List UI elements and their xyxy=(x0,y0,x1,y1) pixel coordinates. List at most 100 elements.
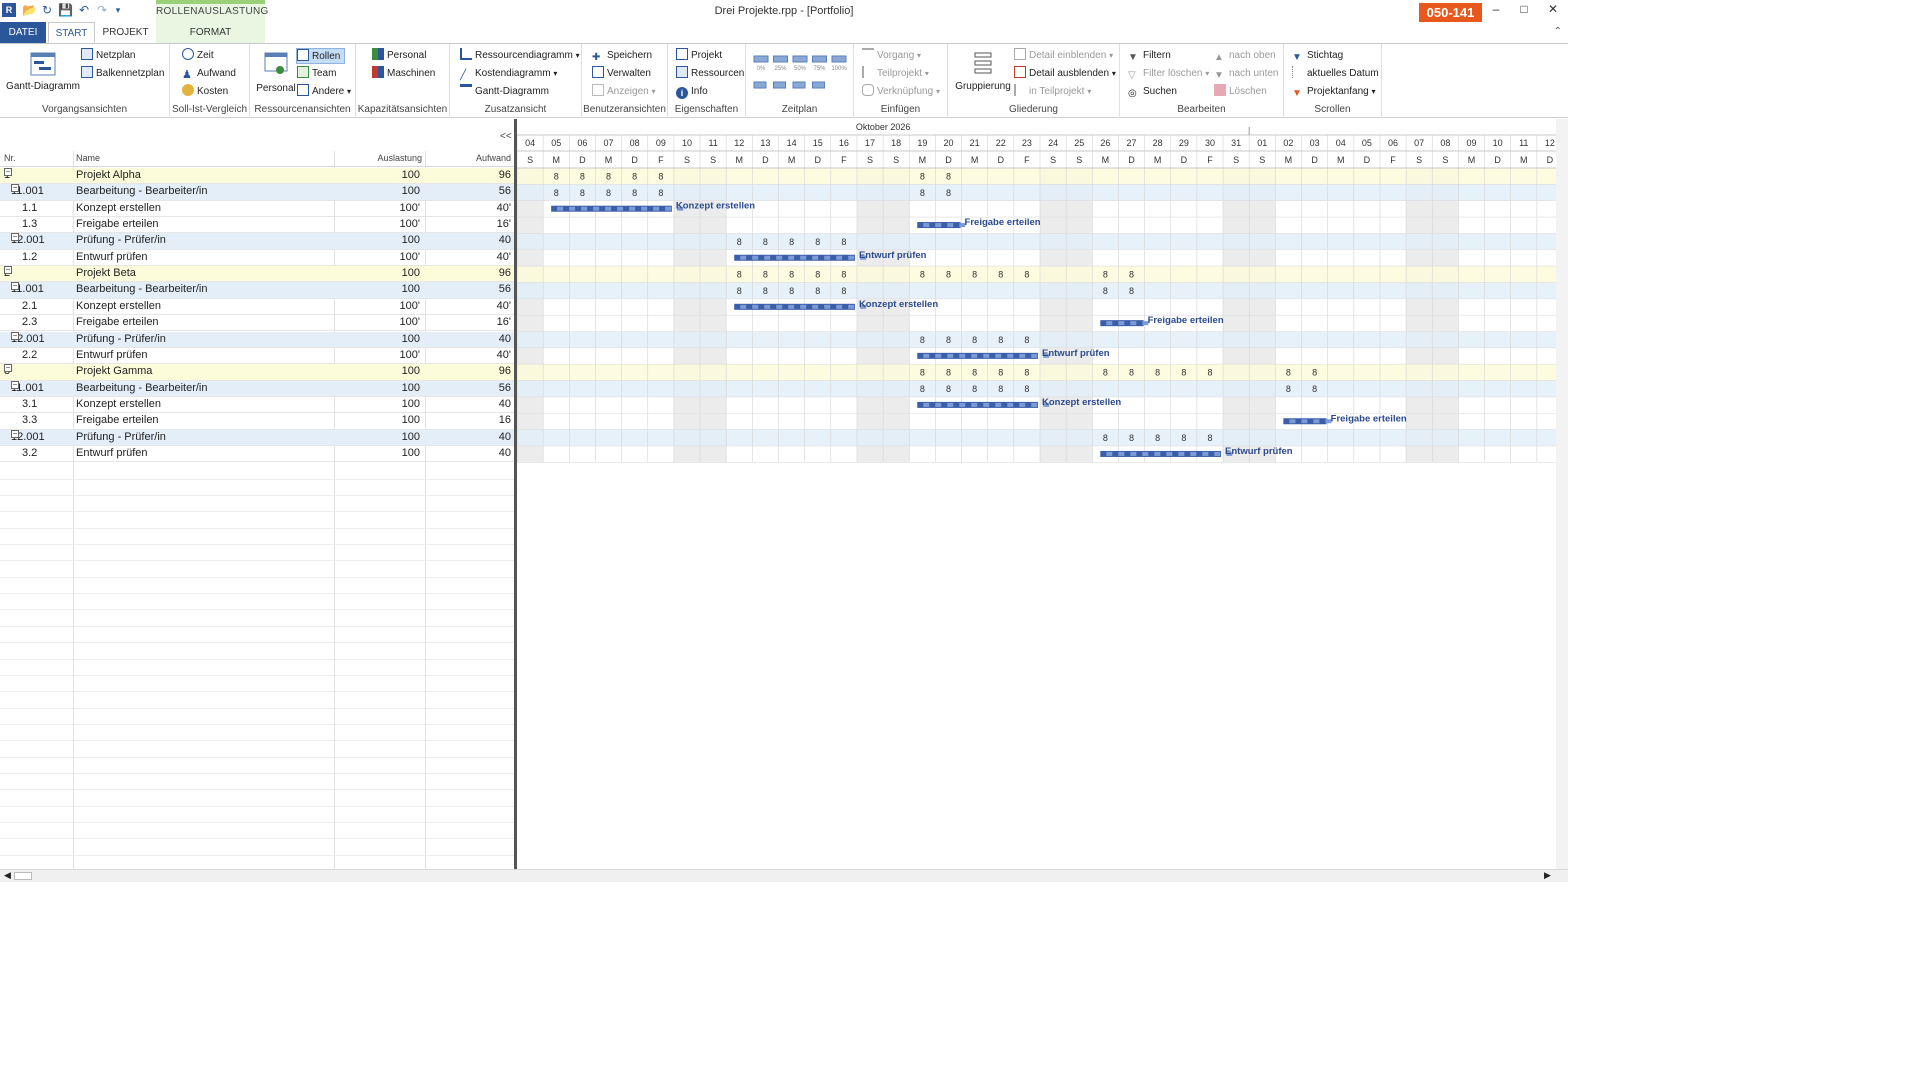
role-row[interactable]: −11.001 Bearbeitung - Bearbeiter/in 100 56 xyxy=(0,183,515,201)
task-bar[interactable]: Freigabe erteilen xyxy=(1100,315,1224,327)
progress-3-icon[interactable] xyxy=(812,55,827,63)
schedule-tool-icon[interactable] xyxy=(812,81,825,89)
personal-view-button[interactable]: Personal xyxy=(255,50,297,94)
task-bar[interactable]: Konzept erstellen xyxy=(917,397,1121,408)
task-row[interactable]: 3.3 Freigabe erteilen 100 16 xyxy=(0,413,515,430)
task-bar[interactable]: Konzept erstellen xyxy=(551,201,755,212)
project-row[interactable]: −1 Projekt Alpha 100 96 xyxy=(0,168,515,185)
loeschen-button[interactable]: Löschen xyxy=(1214,84,1267,100)
collapse-toggle-icon[interactable]: − xyxy=(11,281,19,291)
detail-ausblenden-dropdown[interactable]: Detail ausblenden ▾ xyxy=(1014,66,1116,82)
collapse-toggle-icon[interactable]: − xyxy=(11,232,19,242)
schedule-tool-icon[interactable] xyxy=(773,81,786,89)
collapse-toggle-icon[interactable]: − xyxy=(4,363,12,373)
column-header-name[interactable]: Name xyxy=(76,153,101,163)
task-bar-body[interactable] xyxy=(917,352,1038,359)
ansicht-speichern-button[interactable]: ✚ Speichern xyxy=(592,48,652,64)
collapse-toggle-icon[interactable]: − xyxy=(11,183,19,193)
customize-quick-access-icon[interactable]: ▾ xyxy=(115,5,121,15)
filter-loeschen-dropdown[interactable]: ▽ Filter löschen ▾ xyxy=(1128,66,1209,82)
tab-start[interactable]: START xyxy=(48,22,95,43)
stichtag-button[interactable]: ▼ Stichtag xyxy=(1292,48,1343,64)
nach-oben-button[interactable]: ▲ nach oben xyxy=(1214,48,1276,64)
vorgang-insert-dropdown[interactable]: Vorgang ▾ xyxy=(862,48,921,64)
in-teilprojekt-dropdown[interactable]: in Teilprojekt ▾ xyxy=(1014,84,1091,100)
schedule-tool-icon[interactable] xyxy=(753,81,767,89)
team-button[interactable]: Team xyxy=(297,66,336,82)
progress-buttons[interactable]: 0% 25% 50% 75% 100% xyxy=(746,50,854,100)
projektanfang-dropdown[interactable]: ▼ Projektanfang ▾ xyxy=(1292,84,1376,100)
progress-0-icon[interactable] xyxy=(753,55,769,63)
minimize-icon[interactable]: – xyxy=(1492,2,1500,16)
role-row[interactable]: −12.001 Prüfung - Prüfer/in 100 40 xyxy=(0,330,515,348)
task-bar-body[interactable] xyxy=(551,205,672,212)
progress-1-icon[interactable] xyxy=(773,55,788,63)
suchen-button[interactable]: ◎ Suchen xyxy=(1128,84,1177,100)
progress-4-icon[interactable] xyxy=(831,55,847,63)
open-folder-icon[interactable]: 📂 xyxy=(22,3,37,17)
schedule-tool-icon[interactable] xyxy=(792,81,806,89)
gantt-canvas[interactable]: Oktober 2026 04 S 05 M 06 D 07 M 08 D 09 F 10 S 11 S 12 M 1… xyxy=(517,119,1556,869)
project-row[interactable]: −3 Projekt Gamma 100 96 xyxy=(0,363,515,381)
zusatz-gantt-button[interactable]: Gantt-Diagramm xyxy=(460,84,549,100)
task-bar[interactable]: Freigabe erteilen xyxy=(917,217,1041,229)
undo-icon[interactable]: ↶ xyxy=(78,3,90,17)
rollen-button[interactable]: Rollen xyxy=(296,48,346,64)
task-row[interactable]: 1.3 Freigabe erteilen 100' 16' xyxy=(0,217,515,234)
task-bar[interactable]: Freigabe erteilen xyxy=(1283,413,1407,425)
task-bar-body[interactable] xyxy=(734,303,855,310)
task-bar-body[interactable] xyxy=(734,254,855,261)
detail-einblenden-dropdown[interactable]: Detail einblenden ▾ xyxy=(1014,48,1113,64)
zeit-button[interactable]: Zeit xyxy=(182,48,214,64)
column-header-aufwand[interactable]: Aufwand xyxy=(475,153,511,163)
gantt-diagram-button[interactable]: Gantt-Diagramm xyxy=(5,50,81,92)
projekt-properties-button[interactable]: Projekt xyxy=(676,48,722,64)
progress-2-icon[interactable] xyxy=(792,55,808,63)
task-row[interactable]: 2.3 Freigabe erteilen 100' 16' xyxy=(0,315,515,332)
ansicht-anzeigen-dropdown[interactable]: Anzeigen ▾ xyxy=(592,84,656,100)
collapse-toggle-icon[interactable]: − xyxy=(4,265,12,275)
close-icon[interactable]: ✕ xyxy=(1547,2,1559,16)
gruppierung-dropdown[interactable]: Gruppierung xyxy=(952,50,1014,92)
info-button[interactable]: i Info xyxy=(676,84,708,100)
kapazitaet-maschinen-button[interactable]: Maschinen xyxy=(372,66,435,82)
task-bar-body[interactable] xyxy=(1100,450,1222,457)
kostendiagramm-dropdown[interactable]: ╱ Kostendiagramm ▾ xyxy=(460,66,557,82)
task-row[interactable]: 3.1 Konzept erstellen 100 40 xyxy=(0,397,515,414)
tab-format[interactable]: FORMAT xyxy=(156,22,265,43)
collapse-toggle-icon[interactable]: − xyxy=(11,330,19,340)
task-bar-body[interactable] xyxy=(917,401,1038,408)
scroll-left-icon[interactable]: ◀ xyxy=(4,870,11,880)
task-bar[interactable]: Entwurf prüfen xyxy=(734,250,927,261)
andere-dropdown[interactable]: Andere ▾ xyxy=(297,84,351,100)
aktuelles-datum-button[interactable]: aktuelles Datum xyxy=(1292,66,1379,82)
tab-datei[interactable]: DATEI xyxy=(0,22,46,43)
horizontal-scrollbar[interactable]: ◀ ▶ xyxy=(0,869,1568,882)
redo-icon[interactable]: ↷ xyxy=(96,3,108,17)
aufwand-button[interactable]: ♟ Aufwand xyxy=(182,66,236,82)
task-bar[interactable]: Konzept erstellen xyxy=(734,299,938,310)
task-bar[interactable]: Entwurf prüfen xyxy=(1100,446,1293,457)
task-bar[interactable]: Entwurf prüfen xyxy=(917,348,1110,359)
maximize-icon[interactable]: □ xyxy=(1520,2,1528,16)
scroll-thumb[interactable] xyxy=(14,872,32,880)
refresh-icon[interactable]: ↻ xyxy=(41,3,53,17)
filtern-button[interactable]: ▼ Filtern xyxy=(1128,48,1171,64)
kapazitaet-personal-button[interactable]: Personal xyxy=(372,48,426,64)
project-row[interactable]: −2 Projekt Beta 100 96 xyxy=(0,265,515,283)
role-row[interactable]: −11.001 Bearbeitung - Bearbeiter/in 100 56 xyxy=(0,380,515,397)
task-row[interactable]: 2.1 Konzept erstellen 100' 40' xyxy=(0,299,515,316)
ressourcendiagramm-dropdown[interactable]: Ressourcendiagramm ▾ xyxy=(460,48,580,64)
balkennetzplan-button[interactable]: Balkennetzplan xyxy=(81,66,164,82)
column-divider[interactable] xyxy=(73,151,74,869)
verknuepfung-insert-dropdown[interactable]: Verknüpfung ▾ xyxy=(862,84,940,100)
collapse-toggle-icon[interactable]: − xyxy=(11,428,19,438)
pane-splitter[interactable] xyxy=(514,119,517,869)
column-header-auslastung[interactable]: Auslastung xyxy=(377,153,422,163)
task-row[interactable]: 3.2 Entwurf prüfen 100 40 xyxy=(0,446,515,463)
task-row[interactable]: 1.1 Konzept erstellen 100' 40' xyxy=(0,201,515,218)
task-row[interactable]: 1.2 Entwurf prüfen 100' 40' xyxy=(0,250,515,267)
column-divider[interactable] xyxy=(334,151,335,869)
ansicht-verwalten-button[interactable]: Verwalten xyxy=(592,66,651,82)
save-icon[interactable]: 💾 xyxy=(58,3,73,17)
